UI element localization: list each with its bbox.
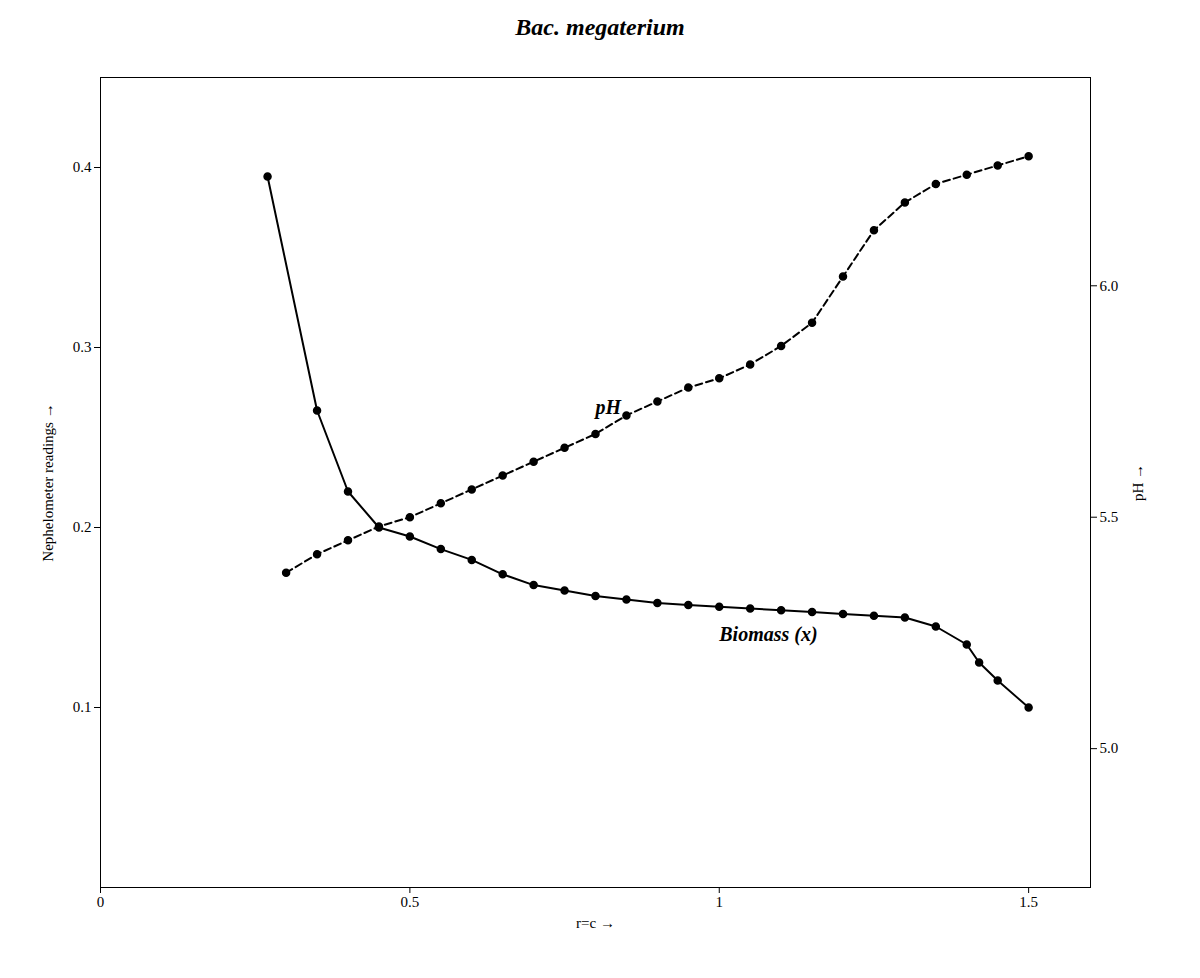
svg-text:6.0: 6.0 <box>1100 278 1119 294</box>
svg-text:1.5: 1.5 <box>1019 894 1038 910</box>
svg-text:Nephelometer readings →: Nephelometer readings → <box>40 403 56 561</box>
svg-text:5.0: 5.0 <box>1100 740 1119 756</box>
svg-text:0: 0 <box>97 894 105 910</box>
svg-text:pH: pH <box>594 396 623 419</box>
svg-text:0.5: 0.5 <box>401 894 420 910</box>
html-text:Bac. megaterium: Bac. megaterium <box>515 14 685 40</box>
svg-text:5.5: 5.5 <box>1100 509 1119 525</box>
svg-text:r=c →: r=c → <box>576 915 615 931</box>
svg-text:0.1: 0.1 <box>73 699 92 715</box>
svg-text:0.3: 0.3 <box>73 339 92 355</box>
svg-text:1: 1 <box>716 894 724 910</box>
svg-text:pH →: pH → <box>1130 464 1146 501</box>
svg-text:0.2: 0.2 <box>73 519 92 535</box>
svg-text:0.4: 0.4 <box>73 159 92 175</box>
svg-text:Biomass (x): Biomass (x) <box>718 623 817 646</box>
